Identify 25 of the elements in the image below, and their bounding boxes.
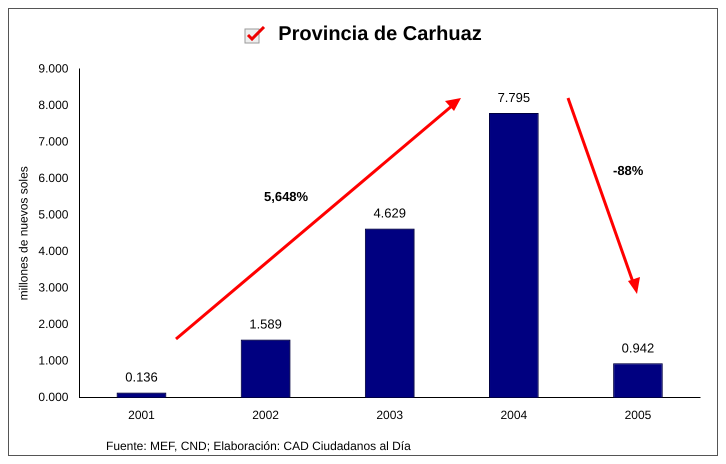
y-tick-label: 4.000 bbox=[38, 244, 69, 258]
data-label: 0.136 bbox=[125, 370, 158, 385]
data-label: 0.942 bbox=[622, 340, 654, 356]
y-axis-title: millones de nuevos soles bbox=[16, 166, 31, 300]
y-tick-label: 8.000 bbox=[38, 98, 69, 112]
x-tick-label: 2004 bbox=[500, 408, 528, 422]
data-label: 4.629 bbox=[373, 206, 406, 221]
data-label: 7.795 bbox=[498, 90, 530, 106]
annotation: 5,648% bbox=[264, 189, 308, 204]
x-tick-label: 2003 bbox=[376, 408, 404, 422]
chart-title: Provincia de Carhuaz bbox=[278, 23, 482, 46]
y-tick-label: 3.000 bbox=[38, 280, 69, 294]
x-tick-label: 2005 bbox=[624, 408, 652, 422]
y-tick-label: 2.000 bbox=[38, 316, 69, 331]
y-tick-label: 7.000 bbox=[38, 134, 69, 148]
source-note: Fuente: MEF, CND; Elaboración: CAD Ciudadanos al Día bbox=[106, 439, 411, 453]
y-tick-label: 6.000 bbox=[38, 170, 69, 185]
x-tick-label: 2001 bbox=[128, 408, 156, 422]
x-tick-label: 2002 bbox=[252, 408, 280, 422]
y-tick-label: 1.000 bbox=[38, 353, 69, 368]
data-label: 1.589 bbox=[249, 316, 282, 332]
y-tick-label: 5.000 bbox=[38, 207, 69, 222]
annotation: -88% bbox=[613, 163, 644, 178]
y-tick-label: 9.000 bbox=[38, 61, 69, 76]
y-tick-label: 0.000 bbox=[38, 390, 69, 404]
